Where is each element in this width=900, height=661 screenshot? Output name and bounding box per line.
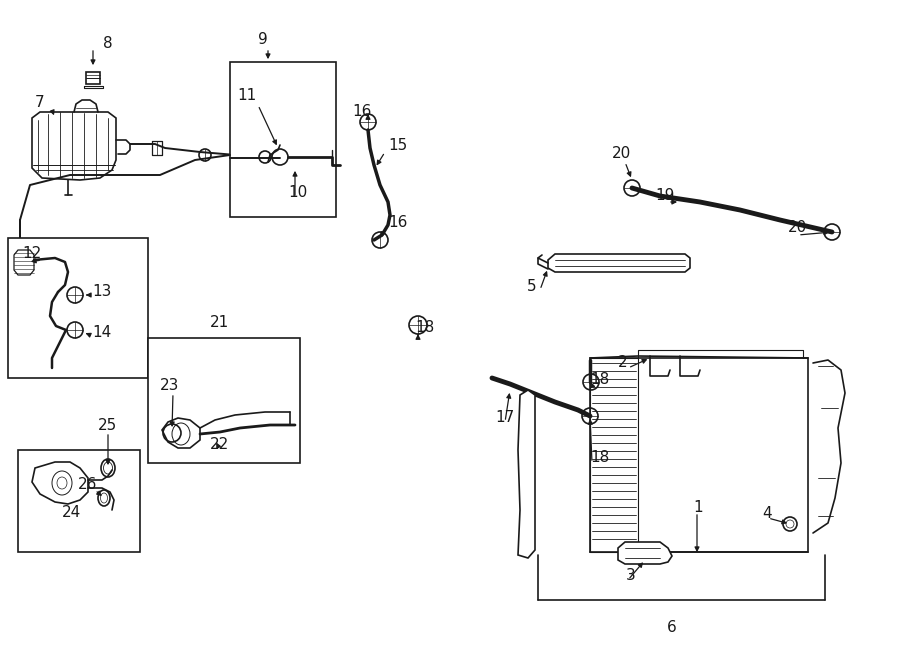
Text: 10: 10 — [288, 185, 307, 200]
Text: 21: 21 — [210, 315, 230, 330]
Text: 13: 13 — [92, 284, 112, 299]
Text: 5: 5 — [527, 279, 537, 294]
Text: 14: 14 — [92, 325, 112, 340]
Text: 3: 3 — [626, 568, 635, 583]
Bar — [8, 238, 148, 378]
Text: 6: 6 — [667, 620, 677, 635]
Text: 24: 24 — [62, 505, 81, 520]
Text: 22: 22 — [210, 437, 230, 452]
Polygon shape — [14, 250, 34, 275]
Text: 8: 8 — [104, 36, 112, 51]
Text: 1: 1 — [693, 500, 703, 515]
Text: 4: 4 — [762, 506, 771, 521]
Text: 7: 7 — [35, 95, 45, 110]
Text: 16: 16 — [352, 104, 372, 119]
Text: 18: 18 — [590, 450, 609, 465]
Bar — [590, 358, 808, 552]
Text: 15: 15 — [388, 138, 407, 153]
Text: 26: 26 — [78, 477, 97, 492]
Text: 18: 18 — [415, 320, 434, 335]
Text: 23: 23 — [160, 378, 179, 393]
Polygon shape — [548, 254, 690, 272]
Text: 19: 19 — [655, 188, 674, 203]
Polygon shape — [518, 390, 535, 558]
Text: 9: 9 — [258, 32, 268, 47]
Bar — [148, 338, 300, 463]
Text: 18: 18 — [590, 372, 609, 387]
Text: 20: 20 — [788, 220, 807, 235]
Text: 11: 11 — [237, 88, 256, 103]
Text: 12: 12 — [22, 246, 41, 261]
Bar — [590, 358, 638, 552]
Polygon shape — [32, 112, 116, 180]
Circle shape — [783, 517, 797, 531]
Bar — [230, 62, 336, 217]
Text: 2: 2 — [618, 355, 627, 370]
Polygon shape — [32, 462, 88, 504]
Polygon shape — [162, 418, 200, 448]
Text: 16: 16 — [388, 215, 408, 230]
Text: 20: 20 — [612, 146, 631, 161]
Text: 25: 25 — [98, 418, 117, 433]
Bar — [18, 450, 140, 552]
Text: 17: 17 — [495, 410, 514, 425]
Polygon shape — [86, 72, 100, 84]
Polygon shape — [618, 542, 672, 564]
